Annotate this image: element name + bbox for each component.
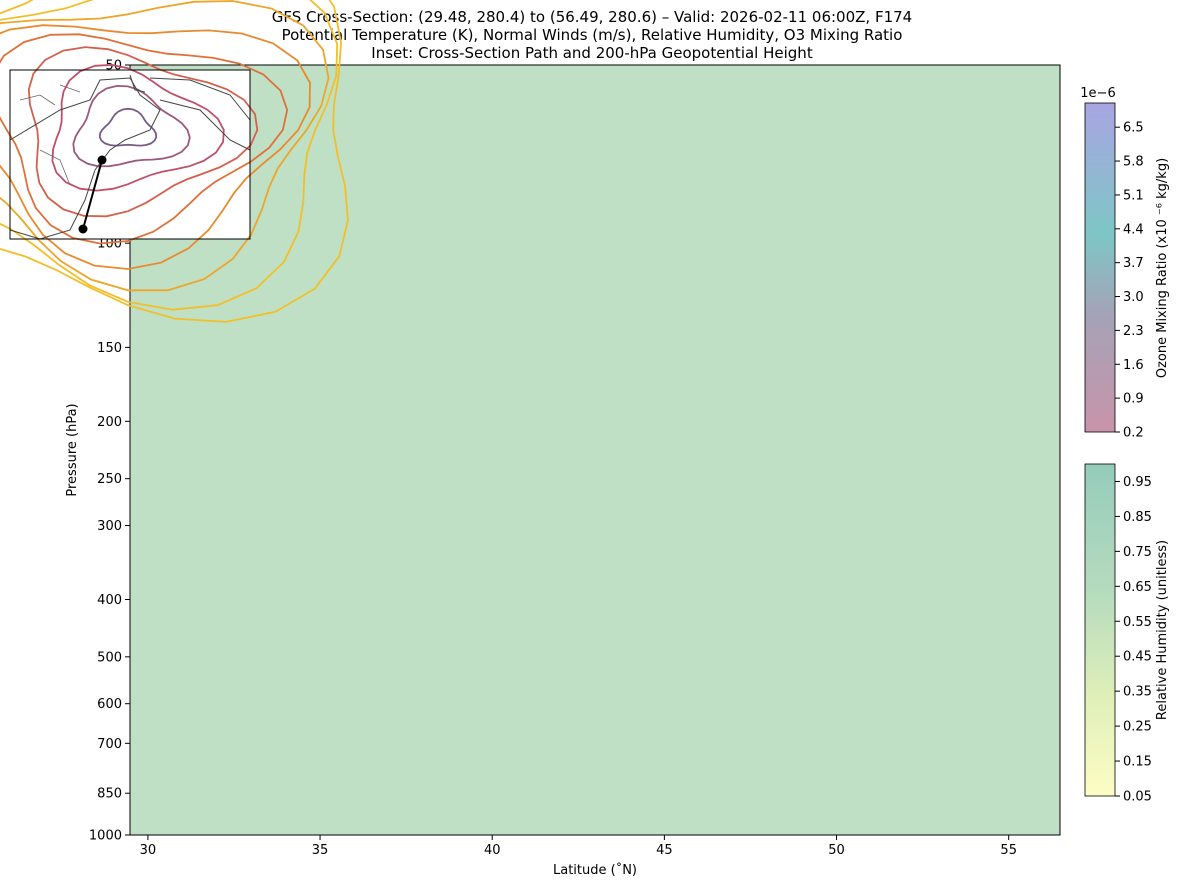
ozone-colorbar-bar [1084,102,1116,433]
inset-height-contour-0 [98,107,158,147]
ozone-colorbar: 1e−6 Ozone Mixing Ratio (x10 ⁻⁶ kg/kg) 0… [1080,86,1170,441]
inset-height-contour-2 [51,63,225,192]
rh-colorbar-tick-label-0.05: 0.05 [1123,790,1152,805]
x-tick-label-40: 40 [484,843,501,858]
inset-height-contour-7 [0,0,339,311]
inset-contours [0,0,349,323]
rh-colorbar-bar [1084,463,1116,797]
title-line-3: Inset: Cross-Section Path and 200-hPa Ge… [371,44,813,62]
x-axis-label: Latitude (˚N) [553,862,637,878]
rh-colorbar-tick-label-0.45: 0.45 [1123,650,1152,665]
inset-height-contour-1 [72,84,191,168]
figure-title: GFS Cross-Section: (29.48, 280.4) to (56… [0,8,1184,62]
inset-height-contour-4 [0,33,289,245]
rh-colorbar-tick-label-0.95: 0.95 [1123,475,1152,490]
y-tick-label-300: 300 [97,519,122,534]
plot-frame [129,64,1061,836]
ozone-colorbar-label: Ozone Mixing Ratio (x10 ⁻⁶ kg/kg) [1155,158,1170,378]
x-tick-label-45: 45 [656,843,673,858]
inset-path-start [78,224,88,234]
y-tick-label-700: 700 [97,737,122,752]
y-tick-label-600: 600 [97,697,122,712]
inset-coastline-2 [129,74,251,151]
inset-frame [9,69,251,240]
ozone-colorbar-tick-label-0.2: 0.2 [1123,426,1144,441]
title-line-2: Potential Temperature (K), Normal Winds … [281,26,903,44]
ozone-colorbar-tick-label-3.7: 3.7 [1123,256,1144,271]
inset-height-contour-6 [0,0,330,292]
x-tick-label-55: 55 [1000,843,1017,858]
ozone-colorbar-tick-label-4.4: 4.4 [1123,222,1144,237]
rh-colorbar: Relative Humidity (unitless) 0.05 0.15 0.2… [1084,463,1170,805]
ozone-colorbar-tick-label-5.8: 5.8 [1123,155,1144,170]
rh-colorbar-tick-label-0.55: 0.55 [1123,615,1152,630]
ozone-colorbar-tick-label-0.9: 0.9 [1123,392,1144,407]
ozone-colorbar-exponent: 1e−6 [1080,86,1115,101]
rh-colorbar-tick-label-0.85: 0.85 [1123,510,1152,525]
inset-coastline-1 [9,77,161,240]
ozone-colorbar-tick-label-3.0: 3.0 [1123,290,1144,305]
rh-colorbar-label: Relative Humidity (unitless) [1155,540,1170,720]
ozone-colorbar-tick-label-6.5: 6.5 [1123,121,1144,136]
ozone-colorbar-tick-label-1.6: 1.6 [1123,358,1144,373]
y-axis-label: Pressure (hPa) [65,403,80,496]
rh-colorbar-tick-label-0.15: 0.15 [1123,755,1152,770]
y-tick-label-1000: 1000 [89,829,122,844]
x-tick-label-30: 30 [140,843,157,858]
inset-coastline-3 [19,84,81,186]
x-tick-label-50: 50 [828,843,845,858]
title-line-1: GFS Cross-Section: (29.48, 280.4) to (56… [271,8,913,26]
x-tick-label-35: 35 [312,843,329,858]
ozone-colorbar-tick-label-5.1: 5.1 [1123,188,1144,203]
y-tick-label-100: 100 [97,237,122,252]
y-tick-label-150: 150 [97,341,122,356]
rh-colorbar-tick-label-0.25: 0.25 [1123,720,1152,735]
inset-height-contour-3 [27,46,259,218]
rh-colorbar-tick-label-0.35: 0.35 [1123,685,1152,700]
rh-colorbar-tick-label-0.65: 0.65 [1123,580,1152,595]
y-tick-label-400: 400 [97,593,122,608]
inset-height-contour-8 [0,0,349,323]
inset-section-path [82,159,103,230]
plot-background-fill [130,65,1060,835]
y-tick-label-250: 250 [97,472,122,487]
inset-height-contour-5 [0,24,311,270]
inset-path-end [97,155,107,165]
rh-colorbar-tick-label-0.75: 0.75 [1123,545,1152,560]
x-axis: 30 35 40 45 50 55 [140,835,1017,858]
y-tick-label-200: 200 [97,415,122,430]
inset-map [0,0,349,323]
ozone-colorbar-tick-label-2.3: 2.3 [1123,324,1144,339]
y-tick-label-850: 850 [97,787,122,802]
y-tick-label-500: 500 [97,650,122,665]
